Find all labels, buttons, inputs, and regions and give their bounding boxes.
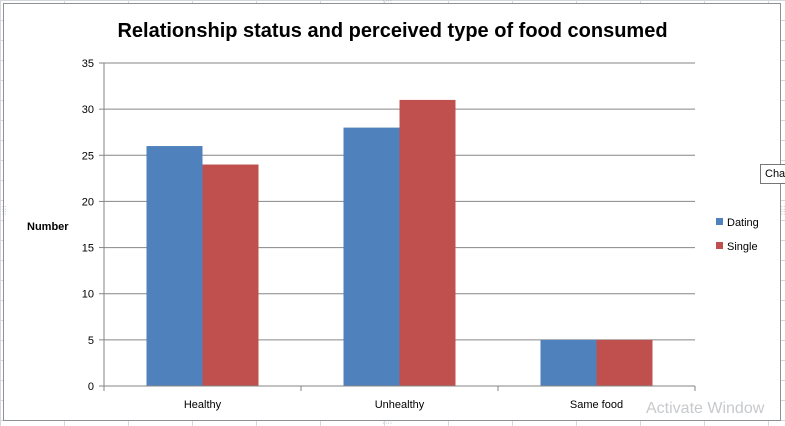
- bar-single-unhealthy[interactable]: [399, 99, 456, 387]
- legend-label-dating: Dating: [727, 217, 759, 229]
- legend-swatch-single: [716, 242, 723, 249]
- y-tick-label: 20: [82, 196, 94, 208]
- resize-handle-right[interactable]: ∷∷: [779, 206, 785, 216]
- resize-handle-top[interactable]: ∷∷: [383, 0, 393, 6]
- x-tick-label: Same food: [570, 399, 623, 411]
- resize-handle-left[interactable]: ∷∷: [0, 206, 7, 216]
- legend-label-single: Single: [727, 241, 758, 253]
- x-tick-label: Unhealthy: [375, 399, 425, 411]
- bar-dating-unhealthy[interactable]: [343, 127, 400, 386]
- y-tick-label: 10: [82, 289, 94, 301]
- y-tick-label: 30: [82, 104, 94, 116]
- resize-handle-bottom[interactable]: ∷∷: [383, 419, 393, 426]
- chart-tooltip: Cha: [760, 164, 785, 184]
- y-tick-label: 0: [88, 381, 94, 393]
- axes: 0 5 10 15 20 25 30 35 Healthy Unhealthy Same food: [82, 58, 696, 411]
- legend: Dating Single: [716, 217, 759, 253]
- bars: [146, 99, 653, 387]
- legend-swatch-dating: [716, 218, 723, 225]
- y-axis-label: Number: [27, 221, 69, 233]
- bar-dating-same-food[interactable]: [540, 339, 597, 386]
- y-tick-label: 5: [88, 335, 94, 347]
- chart-title[interactable]: Relationship status and perceived type o…: [117, 20, 668, 42]
- bar-single-healthy[interactable]: [202, 164, 259, 386]
- y-tick-label: 35: [82, 58, 94, 70]
- y-tick-label: 15: [82, 243, 94, 255]
- activate-windows-watermark: Activate Window: [646, 400, 765, 417]
- y-tick-label: 25: [82, 150, 94, 162]
- x-tick-label: Healthy: [184, 399, 222, 411]
- bar-single-same-food[interactable]: [596, 339, 653, 386]
- bar-dating-healthy[interactable]: [146, 146, 203, 386]
